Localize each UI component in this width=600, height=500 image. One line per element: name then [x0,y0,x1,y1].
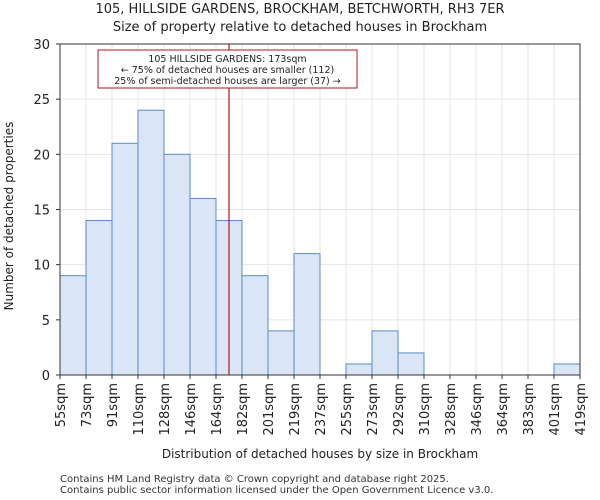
bar-chart: 0 5 10 15 20 25 30 55sqm 73sqm 91sqm 110sqm 128sqm… [2,38,589,461]
x-tick-label: 128sqm [158,383,173,436]
property-marker: 105 HILLSIDE GARDENS: 173sqm← 75% of det… [97,44,358,375]
x-tick-label: 91sqm [106,383,121,427]
y-tick-label: 15 [33,204,50,219]
bar-273sqm [371,330,399,376]
x-tick-label: 237sqm [314,383,329,436]
bar-201sqm [267,330,295,376]
x-tick-label: 364sqm [496,383,511,436]
footer-copyright: Contains HM Land Registry data © Crown c… [60,474,449,485]
bar-219sqm [293,253,321,376]
y-tick-label: 25 [33,93,50,108]
y-tick-label: 5 [42,314,50,329]
x-tick-label: 110sqm [132,383,147,436]
x-tick-label: 219sqm [288,383,303,436]
bar-91sqm [111,142,139,376]
bar-73sqm [85,220,113,376]
bar-401sqm [553,363,581,376]
y-tick-label: 10 [33,259,50,274]
bar-110sqm [137,109,165,376]
bar-55sqm [59,275,87,376]
x-tick-label: 401sqm [548,383,563,436]
x-tick-label: 146sqm [184,383,199,436]
x-tick-label: 55sqm [54,383,69,427]
chart-title: 105, HILLSIDE GARDENS, BROCKHAM, BETCHWO… [95,2,505,17]
bar-292sqm [397,352,425,376]
x-tick-label: 292sqm [392,383,407,436]
bar-146sqm [189,197,217,376]
x-tick-label: 310sqm [418,383,433,436]
footer-licence: Contains public sector information licen… [60,485,494,496]
x-axis-label: Distribution of detached houses by size … [162,447,478,461]
bar-182sqm [241,275,269,376]
y-tick-labels: 0 5 10 15 20 25 30 [33,38,60,384]
x-tick-label: 182sqm [236,383,251,436]
bar-255sqm [345,363,373,376]
x-tick-label: 255sqm [340,383,355,436]
y-axis-label: Number of detached properties [2,122,16,311]
x-tick-label: 419sqm [574,383,589,436]
x-tick-label: 383sqm [522,383,537,436]
annotation-line: 105 HILLSIDE GARDENS: 173sqm [148,54,306,65]
annotation-line: 25% of semi-detached houses are larger (… [114,76,341,87]
chart-subtitle: Size of property relative to detached ho… [112,20,488,35]
x-tick-label: 73sqm [80,383,95,427]
x-tick-label: 346sqm [470,383,485,436]
x-tick-labels: 55sqm 73sqm 91sqm 110sqm 128sqm 146sqm 164sqm 1… [54,375,589,436]
y-tick-label: 0 [42,369,50,384]
annotation-box [97,49,358,89]
y-tick-label: 20 [33,148,50,163]
y-tick-label: 30 [33,38,50,53]
x-tick-label: 273sqm [366,383,381,436]
x-tick-label: 328sqm [444,383,459,436]
x-tick-label: 164sqm [210,383,225,436]
bar-128sqm [163,153,191,376]
annotation-line: ← 75% of detached houses are smaller (11… [121,65,334,76]
x-tick-label: 201sqm [262,383,277,436]
